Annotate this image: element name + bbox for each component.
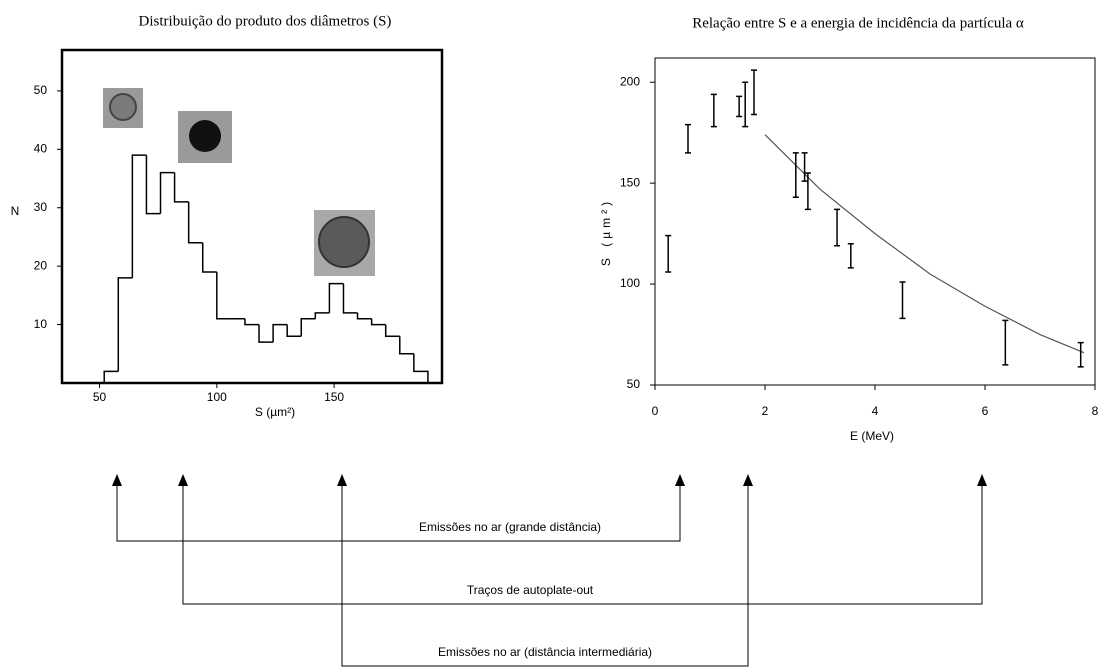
histogram-bar — [104, 371, 118, 383]
histogram-bar — [372, 319, 386, 325]
y-tick-label: 100 — [620, 276, 640, 290]
error-bar — [751, 70, 757, 114]
y-tick-label: 150 — [620, 175, 640, 189]
y-axis-label: N — [11, 204, 20, 218]
arrow-label: Emissões no ar (distância intermediária) — [438, 645, 652, 659]
histogram-bar — [386, 325, 400, 337]
error-bar — [736, 96, 742, 116]
error-bar — [802, 153, 808, 181]
error-bar — [1002, 320, 1008, 364]
plot-frame — [655, 58, 1095, 385]
arrows — [117, 482, 982, 666]
x-tick-label: 8 — [1092, 404, 1099, 418]
histogram-bar — [414, 354, 428, 383]
error-bar — [685, 125, 691, 153]
histogram-bar — [217, 272, 231, 319]
histogram-bar — [400, 336, 414, 354]
x-tick-label: 50 — [93, 390, 107, 404]
arrow-heads — [112, 474, 987, 486]
histogram-bar — [301, 319, 315, 337]
chart-title: Relação entre S e a energia de incidênci… — [692, 15, 1024, 31]
x-tick-label: 2 — [762, 404, 769, 418]
arrow-label: Emissões no ar (grande distância) — [419, 520, 601, 534]
x-tick-label: 6 — [982, 404, 989, 418]
x-tick-label: 4 — [872, 404, 879, 418]
histogram-bar — [287, 325, 301, 337]
histogram-bar — [118, 278, 132, 371]
histogram-bar — [358, 313, 372, 319]
error-bar — [848, 244, 854, 268]
histogram-bar — [146, 155, 160, 213]
histogram-bar — [315, 313, 329, 319]
histogram-bar — [161, 173, 175, 214]
arrow-label: Traços de autoplate-out — [467, 583, 594, 597]
y-tick-label: 30 — [34, 200, 48, 214]
y-axis-label: S (µm²) — [599, 198, 613, 266]
error-bar — [1078, 343, 1084, 367]
histogram-bar — [175, 173, 189, 202]
y-tick-label: 200 — [620, 74, 640, 88]
histogram-bar — [273, 325, 287, 343]
error-bar — [711, 94, 717, 126]
x-tick-label: 150 — [324, 390, 344, 404]
histogram-bar — [343, 284, 357, 313]
histogram-bar — [189, 202, 203, 243]
fit-curve — [765, 135, 1084, 353]
x-axis-label: S (µm²) — [255, 405, 295, 419]
y-tick-label: 10 — [34, 317, 48, 331]
particle-images — [103, 88, 375, 276]
histogram-bar — [329, 284, 343, 313]
x-tick-label: 100 — [207, 390, 227, 404]
histogram-bar — [259, 325, 273, 343]
y-tick-label: 20 — [34, 258, 48, 272]
figure: Distribuição do produto dos diâmetros (S… — [0, 0, 1111, 671]
error-bar — [834, 209, 840, 245]
x-tick-label: 0 — [652, 404, 659, 418]
histogram-bar — [245, 319, 259, 325]
histogram-bar — [132, 155, 146, 278]
error-bar — [900, 282, 906, 318]
error-bar — [665, 236, 671, 272]
x-axis-label: E (MeV) — [850, 429, 894, 443]
chart-title: Distribuição do produto dos diâmetros (S… — [139, 13, 392, 29]
error-bar — [742, 82, 748, 126]
y-tick-label: 50 — [627, 377, 641, 391]
y-tick-label: 50 — [34, 83, 48, 97]
y-tick-label: 40 — [34, 141, 48, 155]
histogram-bar — [203, 243, 217, 272]
error-bar — [793, 153, 799, 197]
